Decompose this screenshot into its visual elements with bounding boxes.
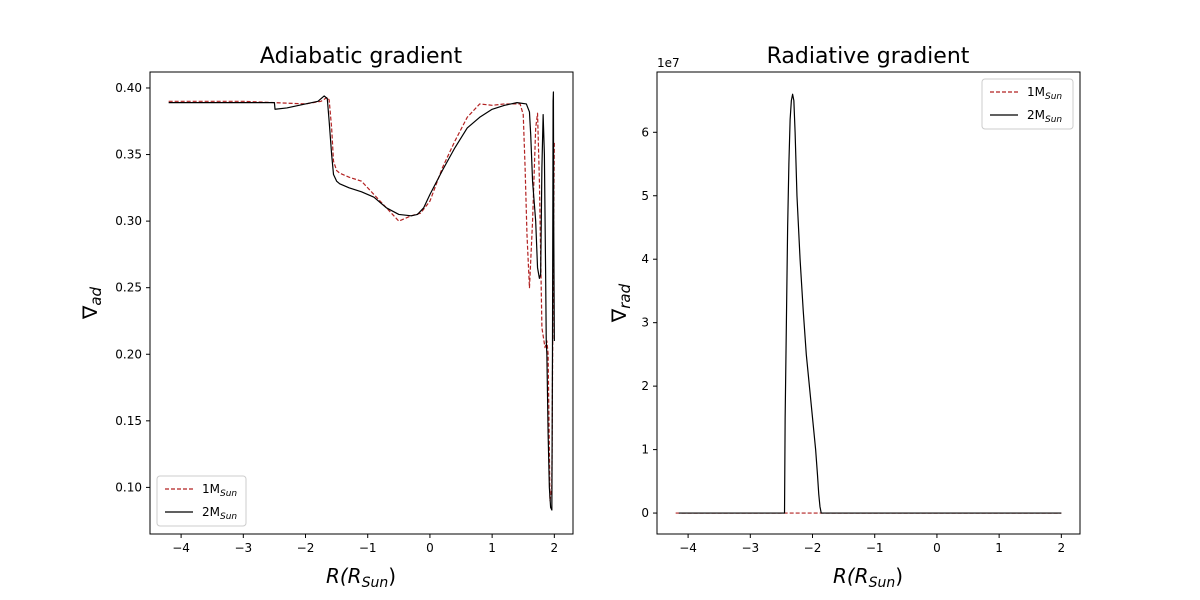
radiative-subplot: Radiative gradient −4 −3 −2 −1 0 1 2 0 1 2 3 4 5 6 1… (607, 44, 1081, 591)
adiabatic-subplot: Adiabatic gradient −4 −3 −2 −1 0 1 2 0.100.150… (78, 44, 574, 591)
chart-title: Radiative gradient (767, 44, 970, 69)
x-axis-label: R(RSun) (833, 564, 903, 591)
y-tick-label: 0.30 (115, 214, 142, 228)
x-tick-label: −4 (172, 541, 190, 555)
series-line-1msun (168, 96, 555, 502)
x-tick-label: −1 (866, 541, 884, 555)
y-axis-label: ∇ad (78, 286, 105, 320)
series-line-2msun (678, 93, 1062, 514)
y-tick-label: 0.25 (115, 281, 142, 295)
legend-label-2msun: 2MSun (1027, 108, 1062, 125)
x-tick-label: −1 (359, 541, 377, 555)
legend: 1MSun 2MSun (156, 475, 247, 527)
x-tick-label: −3 (234, 541, 252, 555)
x-tick-label: 1 (995, 541, 1003, 555)
legend-label-1msun: 1MSun (202, 482, 237, 499)
x-tick-label: 2 (551, 541, 559, 555)
x-axis: −4 −3 −2 −1 0 1 2 (679, 534, 1065, 555)
x-axis-label: R(RSun) (326, 564, 396, 591)
series-group (168, 91, 555, 511)
y-tick-label: 0.20 (115, 347, 142, 361)
y-tick-label: 6 (641, 125, 649, 139)
y-tick-label: 4 (641, 252, 649, 266)
y-tick-label: 3 (641, 316, 649, 330)
plot-area (657, 72, 1080, 534)
y-tick-label: 0.35 (115, 148, 142, 162)
x-tick-label: −2 (804, 541, 822, 555)
y-axis-label: ∇rad (607, 283, 634, 323)
y-tick-label: 0.10 (115, 480, 142, 494)
x-tick-label: −4 (679, 541, 697, 555)
legend-label-1msun: 1MSun (1027, 85, 1062, 102)
y-axis: 0.10 0.15 0.20 0.25 0.30 0.35 0.40 (115, 81, 150, 494)
y-tick-label: 2 (641, 379, 649, 393)
y-axis-multiplier: 1e7 (657, 56, 680, 70)
y-tick-label: 0.15 (115, 414, 142, 428)
chart-title: Adiabatic gradient (260, 44, 463, 69)
x-tick-label: −2 (297, 541, 315, 555)
y-axis: 0 1 2 3 4 5 6 (641, 125, 657, 520)
plot-frame (149, 71, 574, 535)
plot-frame (656, 71, 1081, 535)
y-tick-label: 1 (641, 443, 649, 457)
x-axis: −4 −3 −2 −1 0 1 2 (172, 534, 558, 555)
legend: 1MSun 2MSun (981, 78, 1074, 130)
series-line-2msun (168, 91, 555, 511)
y-tick-label: 0 (641, 506, 649, 520)
series-group (675, 93, 1062, 514)
y-tick-label: 0.40 (115, 81, 142, 95)
y-tick-label: 5 (641, 189, 649, 203)
x-tick-label: 0 (426, 541, 434, 555)
x-tick-label: −3 (741, 541, 759, 555)
x-tick-label: 1 (488, 541, 496, 555)
x-tick-label: 2 (1058, 541, 1066, 555)
x-tick-label: 0 (933, 541, 941, 555)
legend-label-2msun: 2MSun (202, 505, 237, 522)
plot-area (150, 72, 573, 534)
